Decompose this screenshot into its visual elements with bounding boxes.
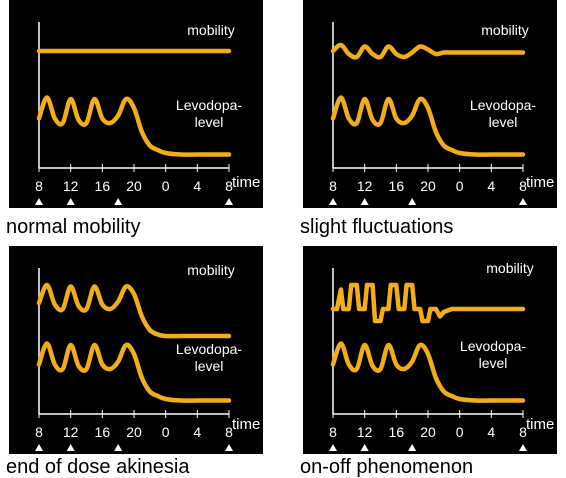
levodopa-label-line2: level xyxy=(194,358,224,374)
x-tick-label: 4 xyxy=(487,178,495,194)
caption-normal-mobility: normal mobility xyxy=(6,216,141,238)
x-tick-label: 20 xyxy=(126,178,142,194)
x-tick-label: 8 xyxy=(35,178,43,194)
mobility-label: mobility xyxy=(481,22,529,38)
dose-marker xyxy=(329,444,337,451)
x-tick-label: 16 xyxy=(95,178,111,194)
levodopa-series xyxy=(330,341,526,403)
panel-slight-fluctuations: 8 12 16 20 0 4 8 mobility Levodopa- level time xyxy=(303,0,557,208)
time-axis-label: time xyxy=(232,174,261,191)
x-tick-label: 16 xyxy=(389,424,405,440)
x-tick-label: 8 xyxy=(519,178,527,194)
chart-normal-mobility: 8 12 16 20 0 4 8 xyxy=(35,22,233,205)
levodopa-label: Levodopa- level xyxy=(169,97,249,131)
x-tick-label: 12 xyxy=(63,424,79,440)
dose-marker xyxy=(519,198,527,205)
time-axis-label: time xyxy=(526,174,555,191)
dose-marker xyxy=(360,444,369,451)
dose-marker xyxy=(35,198,43,205)
x-tick-label: 4 xyxy=(193,178,201,194)
mobility-label: mobility xyxy=(187,262,235,278)
levodopa-label: Levodopa- level xyxy=(463,97,543,131)
dose-marker xyxy=(66,444,75,451)
levodopa-label-line1: Levodopa- xyxy=(175,341,243,357)
x-tick-label: 12 xyxy=(63,178,79,194)
dose-marker xyxy=(519,444,527,451)
mobility-series xyxy=(330,42,526,60)
dose-marker xyxy=(66,198,75,205)
mobility-series xyxy=(330,282,526,324)
x-tick-label: 8 xyxy=(519,424,527,440)
x-tick-label: 20 xyxy=(420,178,436,194)
levodopa-label-line2: level xyxy=(194,114,224,130)
dose-marker xyxy=(360,198,369,205)
time-axis-label: time xyxy=(232,416,261,433)
x-tick-label: 4 xyxy=(487,424,495,440)
time-axis-label: time xyxy=(526,416,555,433)
levodopa-series xyxy=(330,95,526,157)
caption-end-of-dose-akinesia: end of dose akinesia xyxy=(6,456,190,478)
panel-end-of-dose-akinesia: 8 12 16 20 0 4 8 mobility Levodopa- level time xyxy=(9,246,263,454)
dose-marker xyxy=(114,198,123,205)
x-tick-label: 20 xyxy=(420,424,436,440)
levodopa-label-line1: Levodopa- xyxy=(459,338,527,354)
levodopa-label-line2: level xyxy=(488,114,518,130)
levodopa-label-line2: level xyxy=(478,355,508,371)
chart-slight-fluctuations: 8 12 16 20 0 4 8 xyxy=(329,22,527,205)
x-tick-label: 12 xyxy=(357,424,373,440)
x-tick-label: 12 xyxy=(357,178,373,194)
dose-marker xyxy=(35,444,43,451)
x-tick-label: 8 xyxy=(35,424,43,440)
mobility-label: mobility xyxy=(486,260,534,276)
x-tick-label: 0 xyxy=(456,178,464,194)
levodopa-series xyxy=(36,341,232,403)
levodopa-label: Levodopa- level xyxy=(169,341,249,375)
dose-marker xyxy=(408,444,417,451)
levodopa-label-line1: Levodopa- xyxy=(469,97,537,113)
dose-marker xyxy=(114,444,123,451)
x-tick-label: 20 xyxy=(126,424,142,440)
dose-marker xyxy=(225,444,233,451)
dose-marker xyxy=(225,198,233,205)
levodopa-label: Levodopa- level xyxy=(453,338,533,372)
mobility-series xyxy=(36,282,232,339)
dose-marker xyxy=(408,198,417,205)
x-tick-label: 16 xyxy=(95,424,111,440)
x-tick-label: 16 xyxy=(389,178,405,194)
mobility-label: mobility xyxy=(187,22,235,38)
chart-end-of-dose-akinesia: 8 12 16 20 0 4 8 xyxy=(35,268,233,451)
chart-on-off-phenomenon: 8 12 16 20 0 4 8 xyxy=(329,268,527,451)
x-tick-label: 8 xyxy=(225,424,233,440)
x-tick-label: 0 xyxy=(162,178,170,194)
dose-marker xyxy=(329,198,337,205)
x-tick-label: 4 xyxy=(193,424,201,440)
panel-on-off-phenomenon: 8 12 16 20 0 4 8 mobility Levodopa- level time xyxy=(303,246,557,454)
x-tick-label: 8 xyxy=(329,178,337,194)
x-tick-label: 8 xyxy=(329,424,337,440)
x-tick-label: 8 xyxy=(225,178,233,194)
panel-normal-mobility: 8 12 16 20 0 4 8 mobility Levodopa- level time xyxy=(9,0,263,208)
caption-slight-fluctuations: slight fluctuations xyxy=(300,216,454,238)
x-tick-label: 0 xyxy=(456,424,464,440)
levodopa-label-line1: Levodopa- xyxy=(175,97,243,113)
x-tick-label: 0 xyxy=(162,424,170,440)
caption-on-off-phenomenon: on-off phenomenon xyxy=(300,456,474,478)
levodopa-series xyxy=(36,95,232,157)
